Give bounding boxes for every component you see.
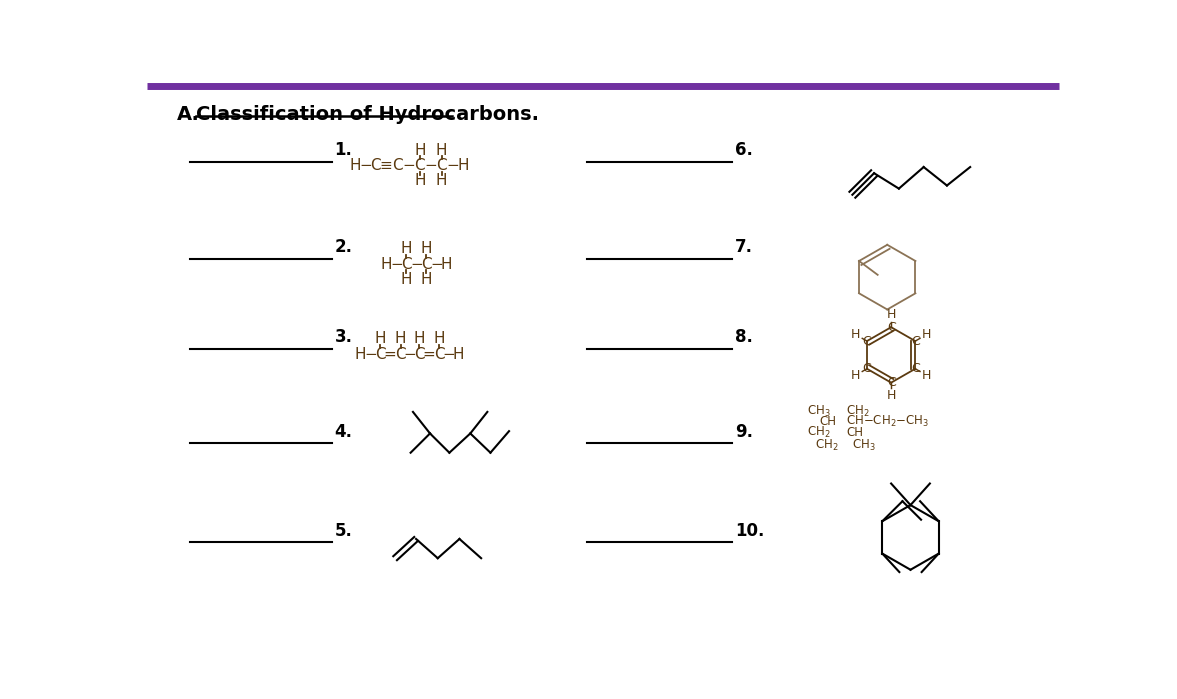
Text: =: = xyxy=(384,347,397,361)
Text: −: − xyxy=(431,257,444,271)
Text: 3.: 3. xyxy=(334,329,353,347)
Text: 2.: 2. xyxy=(334,238,353,257)
Text: C: C xyxy=(886,321,896,333)
Text: 6.: 6. xyxy=(736,141,753,159)
Text: H: H xyxy=(350,158,360,173)
Text: C: C xyxy=(375,347,386,361)
Text: H: H xyxy=(374,331,386,346)
Text: CH: CH xyxy=(820,415,837,428)
Text: CH$_3$: CH$_3$ xyxy=(807,403,831,419)
Text: C: C xyxy=(863,362,871,375)
Text: H: H xyxy=(354,347,366,361)
Text: A.: A. xyxy=(177,105,199,124)
Text: CH$_3$: CH$_3$ xyxy=(852,438,876,452)
Text: C: C xyxy=(911,335,919,347)
Text: 1.: 1. xyxy=(334,141,353,159)
Text: H: H xyxy=(414,143,426,157)
Text: H: H xyxy=(851,328,860,341)
Text: H: H xyxy=(420,272,432,287)
Text: −: − xyxy=(359,158,372,173)
Text: H: H xyxy=(440,257,452,271)
Text: 5.: 5. xyxy=(334,521,353,540)
Text: H: H xyxy=(433,331,445,346)
Text: CH$_2$: CH$_2$ xyxy=(816,438,839,452)
Text: −: − xyxy=(411,257,424,271)
Text: H: H xyxy=(886,308,896,321)
Text: CH$_2$: CH$_2$ xyxy=(846,403,870,419)
Text: H: H xyxy=(414,173,426,189)
Text: H: H xyxy=(394,331,406,346)
Text: 7.: 7. xyxy=(736,238,753,257)
Text: C: C xyxy=(392,158,403,173)
Text: C: C xyxy=(863,335,871,347)
Text: H: H xyxy=(435,143,447,157)
Text: H: H xyxy=(458,158,470,173)
Text: ≡: ≡ xyxy=(379,158,392,173)
Text: −: − xyxy=(404,347,417,361)
Text: 4.: 4. xyxy=(334,423,353,441)
Text: −: − xyxy=(443,347,455,361)
Text: C: C xyxy=(886,376,896,389)
Text: C: C xyxy=(370,158,380,173)
Text: H: H xyxy=(380,257,392,271)
Text: CH$_2$: CH$_2$ xyxy=(807,425,831,440)
Text: C: C xyxy=(434,347,445,361)
Text: C: C xyxy=(395,347,406,361)
Text: −: − xyxy=(446,158,459,173)
Text: C: C xyxy=(414,347,425,361)
Text: 9.: 9. xyxy=(736,423,753,441)
Text: −: − xyxy=(365,347,378,361)
Text: CH−CH$_2$−CH$_3$: CH−CH$_2$−CH$_3$ xyxy=(846,415,930,429)
Text: H: H xyxy=(400,272,412,287)
Text: −: − xyxy=(425,158,437,173)
Text: −: − xyxy=(403,158,415,173)
Text: −: − xyxy=(391,257,403,271)
Text: Classification of Hydrocarbons.: Classification of Hydrocarbons. xyxy=(195,105,539,124)
Text: H: H xyxy=(886,389,896,402)
Text: C: C xyxy=(414,158,425,173)
Text: =: = xyxy=(423,347,434,361)
Text: C: C xyxy=(437,158,447,173)
Text: H: H xyxy=(922,328,931,341)
Text: H: H xyxy=(851,369,860,382)
Text: 8.: 8. xyxy=(736,329,753,347)
Text: H: H xyxy=(400,241,412,256)
Text: H: H xyxy=(452,347,464,361)
Text: C: C xyxy=(421,257,432,271)
Text: H: H xyxy=(922,369,931,382)
Text: H: H xyxy=(413,331,425,346)
Text: C: C xyxy=(911,362,919,375)
Text: H: H xyxy=(435,173,447,189)
Text: 10.: 10. xyxy=(736,521,765,540)
Text: H: H xyxy=(420,241,432,256)
Text: CH: CH xyxy=(846,426,863,439)
Text: C: C xyxy=(400,257,411,271)
